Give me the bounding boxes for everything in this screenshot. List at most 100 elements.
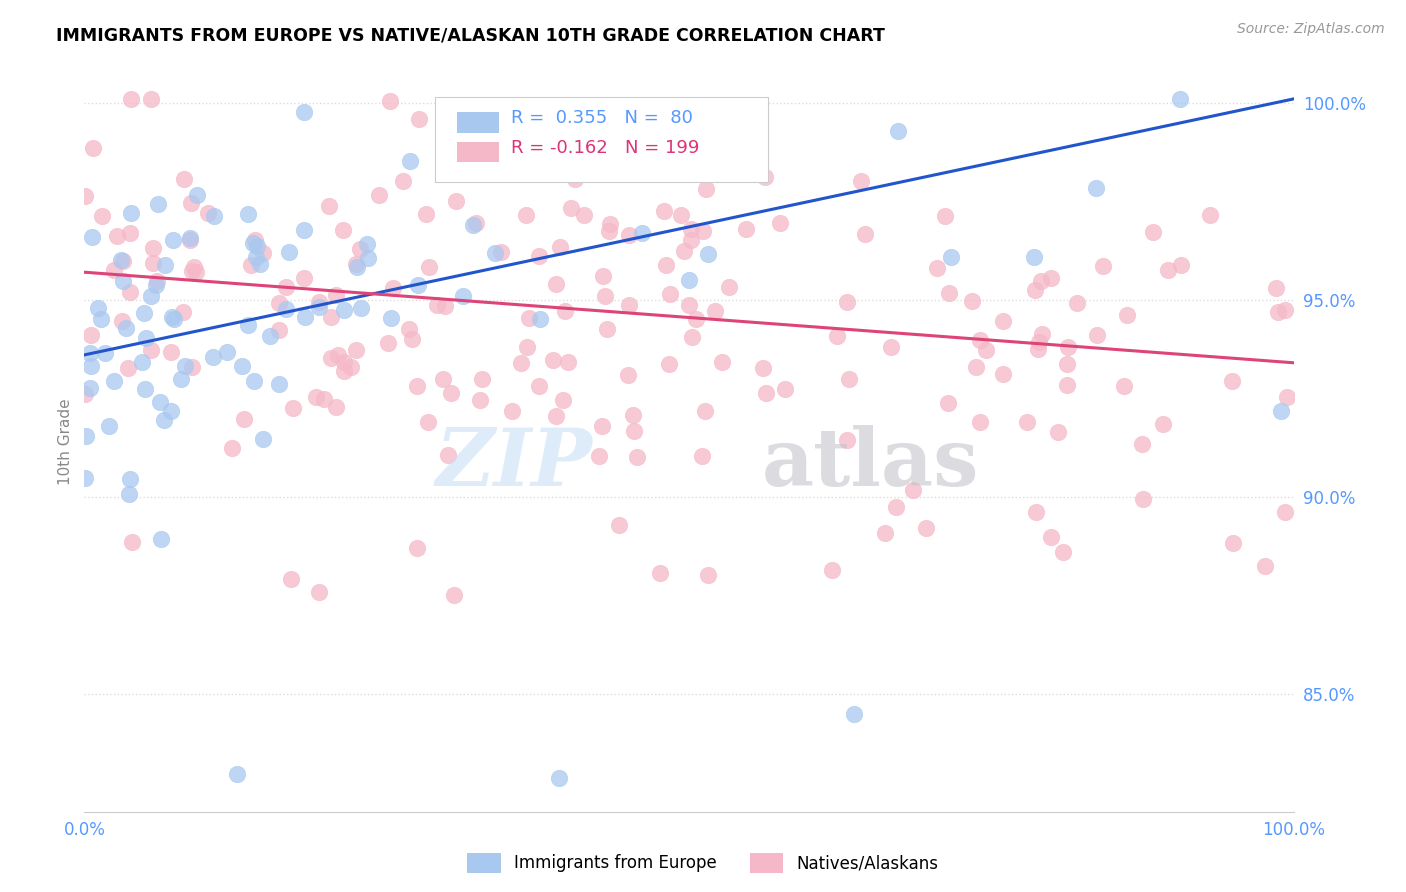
Point [408,112,430,126]
Point [79,346,101,360]
Point [672,244,695,259]
Point [97,418,120,433]
Point [94,346,117,360]
Point [333,355,356,369]
Point [152,413,174,427]
Point [328,348,350,362]
Point [1066,296,1088,310]
Point [280,573,302,587]
Point [991,367,1014,381]
Point [1198,208,1220,222]
Point [516,340,538,354]
Point [236,318,259,333]
Point [120,206,142,220]
Point [277,245,299,260]
Point [114,320,136,334]
Point [80,328,103,343]
Point [1168,92,1191,106]
Point [145,278,167,293]
Point [548,771,571,785]
Point [914,521,936,535]
Point [588,449,610,463]
Point [887,124,910,138]
Point [292,271,315,285]
Point [170,372,193,386]
Point [146,274,169,288]
Point [73,387,96,401]
Point [117,360,139,375]
Point [73,188,96,202]
Point [318,199,340,213]
Point [1056,377,1078,392]
Point [838,372,860,386]
Point [349,242,371,256]
Point [80,230,103,244]
Point [344,257,367,271]
Point [305,390,328,404]
Point [243,233,266,247]
Point [1028,334,1050,349]
Text: atlas: atlas [762,425,979,503]
Point [851,174,873,188]
Point [111,254,134,268]
Point [173,172,195,186]
Point [159,345,181,359]
Point [690,449,713,463]
Point [1031,274,1053,288]
Point [150,533,173,547]
Point [769,216,792,230]
Point [510,356,533,370]
Point [377,335,399,350]
Point [1222,536,1244,550]
Point [678,297,700,311]
Point [1057,340,1080,354]
Point [515,208,537,222]
Point [471,371,494,385]
Y-axis label: 10th Grade: 10th Grade [58,398,73,485]
Point [529,250,551,264]
Point [1142,225,1164,239]
FancyBboxPatch shape [434,97,768,183]
Point [710,167,733,181]
Point [652,203,675,218]
Point [1130,437,1153,451]
Point [697,247,720,261]
Point [821,563,844,577]
Point [245,250,267,264]
Point [451,288,474,302]
Point [884,500,907,515]
Point [118,227,141,241]
Point [378,94,401,108]
Point [160,310,183,324]
Point [215,344,238,359]
Point [470,392,492,407]
Point [596,321,619,335]
Point [139,343,162,357]
Point [184,265,207,279]
Point [1056,357,1078,371]
Point [141,289,163,303]
Point [346,260,368,275]
Point [432,372,454,386]
Point [502,403,524,417]
Point [82,141,104,155]
Point [174,359,197,373]
Point [934,209,956,223]
Point [554,303,576,318]
Point [406,541,429,555]
Point [319,351,342,366]
Point [541,353,564,368]
Point [607,518,630,533]
Point [685,311,707,326]
Point [121,534,143,549]
Point [308,584,330,599]
FancyBboxPatch shape [457,112,499,133]
Point [1220,374,1243,388]
Point [134,382,156,396]
Point [648,566,671,580]
Point [434,299,457,313]
Point [591,419,613,434]
Point [80,359,103,374]
Point [103,374,125,388]
Point [381,281,404,295]
